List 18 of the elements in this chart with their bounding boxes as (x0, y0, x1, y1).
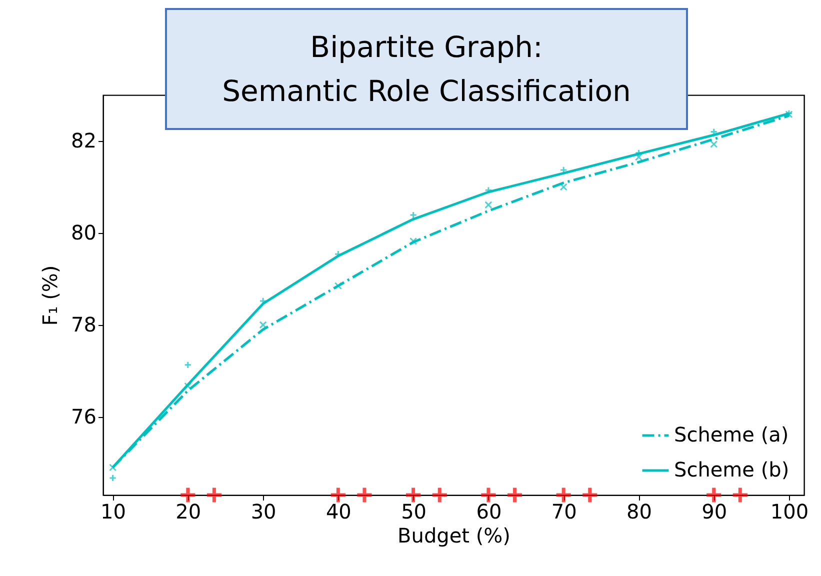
legend-label: Scheme (a) (674, 422, 789, 446)
x-tick-label: 50 (401, 500, 427, 524)
x-tick-label: 10 (100, 500, 126, 524)
y-tick-label: 78 (71, 312, 96, 336)
x-tick-label: 20 (176, 500, 202, 524)
x-tick-label: 40 (326, 500, 352, 524)
x-axis-title: Budget (%) (398, 524, 510, 548)
y-tick-label: 82 (71, 128, 96, 152)
legend-label: Scheme (b) (674, 458, 790, 482)
x-tick-label: 80 (626, 500, 652, 524)
y-tick-label: 80 (71, 220, 96, 244)
x-tick-label: 60 (476, 500, 502, 524)
y-tick-label: 76 (71, 404, 96, 428)
x-tick-label: 70 (551, 500, 577, 524)
y-axis-title: F₁ (%) (38, 265, 62, 326)
x-tick-label: 100 (770, 500, 809, 524)
x-tick-label: 90 (702, 500, 728, 524)
x-tick-label: 30 (250, 500, 276, 524)
